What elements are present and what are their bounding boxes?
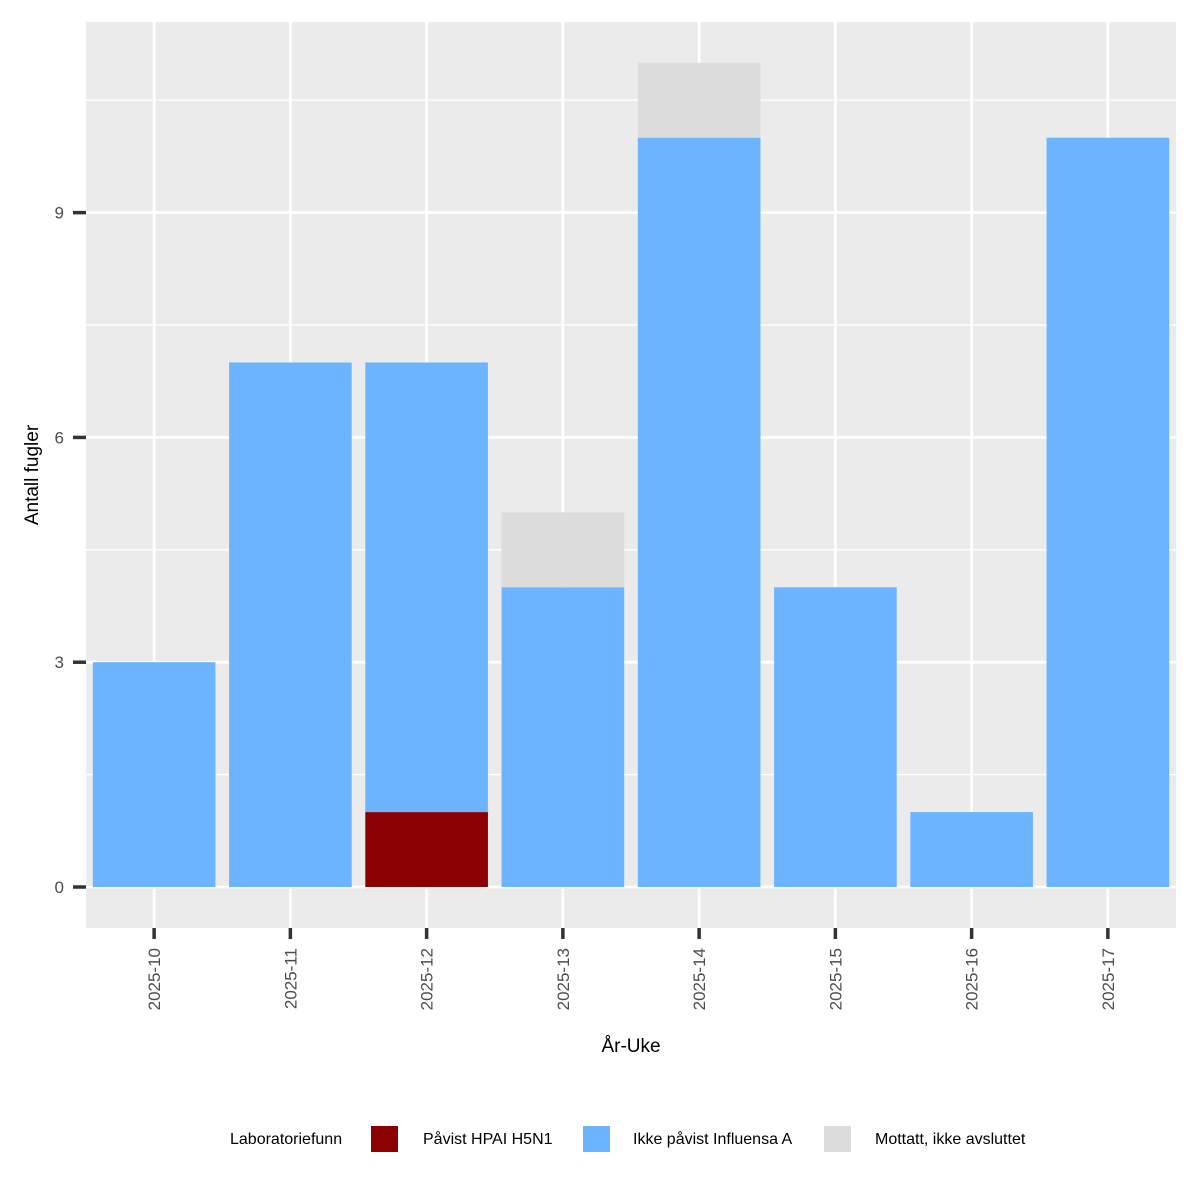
legend-key-ikke-pavist	[583, 1126, 610, 1152]
x-axis: 2025-10 2025-11 2025-12 2025-13 2025-14 2025-…	[145, 928, 1118, 1010]
x-tick-label-2025-13: 2025-13	[554, 948, 573, 1010]
bar-2025-15-series-1	[774, 587, 897, 887]
bar-2025-11-series-1	[229, 362, 352, 887]
x-axis-title: År-Uke	[601, 1036, 660, 1057]
legend-label-mottatt: Mottatt, ikke avsluttet	[875, 1131, 1026, 1148]
legend-key-pavist-hpai	[371, 1126, 398, 1152]
x-tick-label-2025-16: 2025-16	[963, 948, 982, 1010]
bar-2025-12-series-0	[365, 812, 488, 887]
bar-2025-16-series-1	[910, 812, 1033, 887]
x-tick-label-2025-12: 2025-12	[418, 948, 437, 1010]
x-tick-label-2025-14: 2025-14	[690, 948, 709, 1010]
legend: Laboratoriefunn Påvist HPAI H5N1 Ikke på…	[230, 1126, 1026, 1152]
y-axis: 0 3 6 9	[55, 204, 86, 897]
legend-title: Laboratoriefunn	[230, 1131, 342, 1148]
legend-label-ikke-pavist: Ikke påvist Influensa A	[633, 1130, 793, 1148]
y-tick-label-0: 0	[55, 878, 64, 897]
y-tick-label-6: 6	[55, 428, 64, 447]
bars	[92, 62, 1170, 887]
bar-2025-14-series-1	[637, 137, 761, 887]
bar-2025-14-series-2	[637, 62, 761, 138]
x-tick-label-2025-10: 2025-10	[145, 948, 164, 1010]
legend-key-mottatt	[824, 1126, 851, 1152]
bar-2025-13-series-2	[501, 512, 625, 588]
y-axis-title: Antall fugler	[22, 424, 43, 525]
bar-2025-13-series-1	[501, 587, 625, 887]
y-tick-label-3: 3	[55, 653, 64, 672]
x-tick-label-2025-17: 2025-17	[1099, 948, 1118, 1010]
bar-2025-10-series-1	[92, 662, 216, 887]
y-tick-label-9: 9	[55, 204, 64, 223]
x-tick-label-2025-15: 2025-15	[826, 948, 845, 1010]
bar-2025-17-series-1	[1046, 137, 1170, 887]
legend-label-pavist-hpai: Påvist HPAI H5N1	[423, 1130, 553, 1148]
x-tick-label-2025-11: 2025-11	[281, 948, 300, 1009]
bar-2025-12-series-1	[365, 362, 488, 813]
